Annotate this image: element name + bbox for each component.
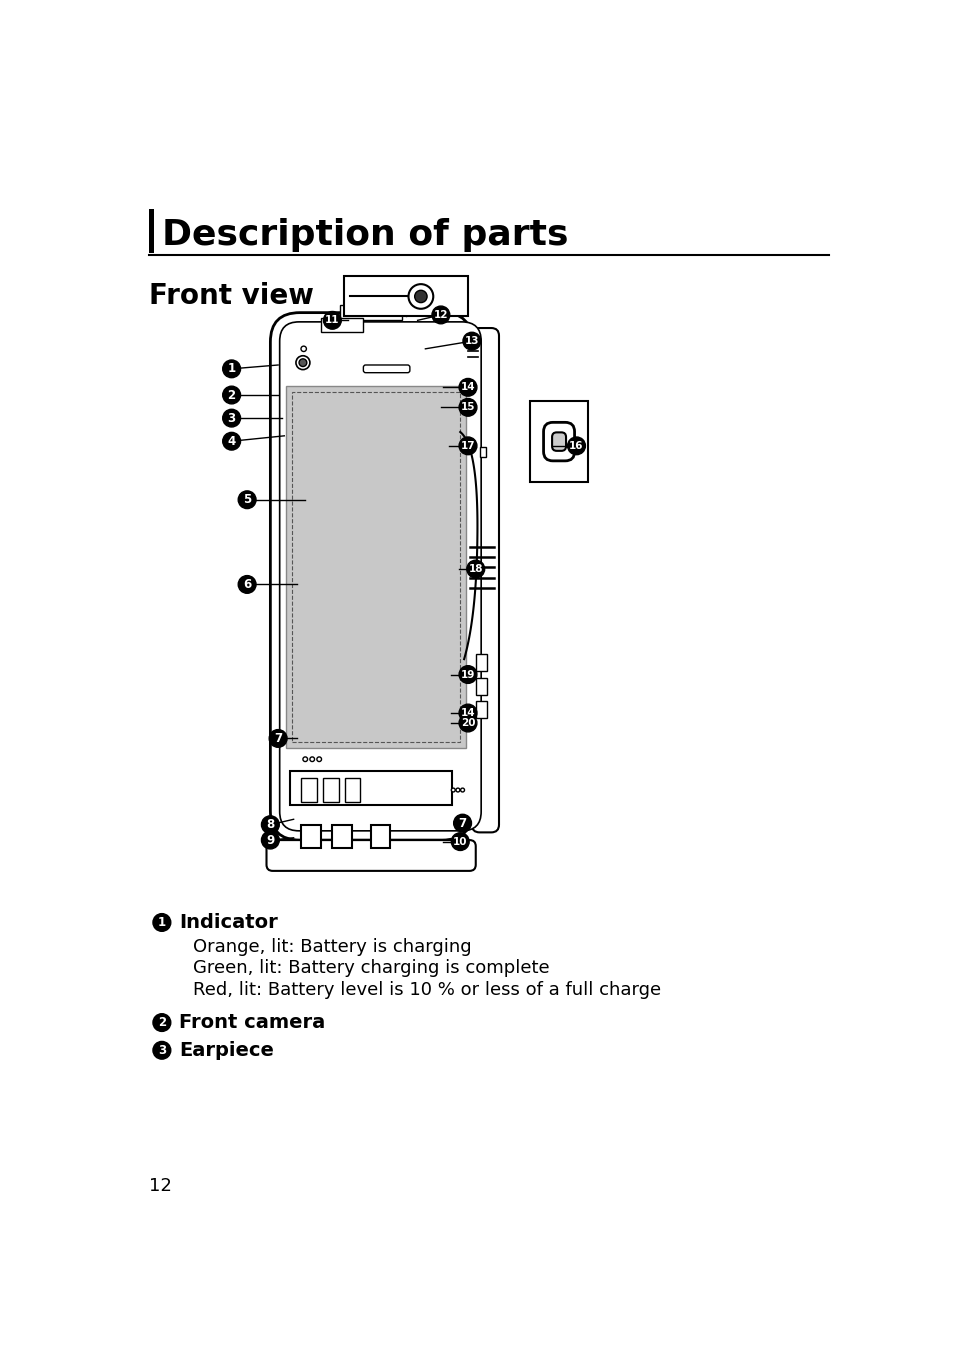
Circle shape	[458, 666, 476, 684]
Circle shape	[415, 290, 427, 303]
Circle shape	[238, 492, 255, 509]
FancyBboxPatch shape	[363, 366, 410, 372]
FancyBboxPatch shape	[266, 839, 476, 871]
Bar	[371, 825, 390, 848]
Text: 18: 18	[468, 565, 482, 574]
Circle shape	[456, 788, 459, 792]
Text: Orange, lit: Battery is charging: Orange, lit: Battery is charging	[193, 938, 471, 956]
Text: Green, lit: Battery charging is complete: Green, lit: Battery charging is complete	[193, 960, 549, 978]
Text: 11: 11	[325, 315, 339, 325]
Bar	[479, 447, 485, 456]
Circle shape	[269, 730, 287, 747]
Text: Earpiece: Earpiece	[179, 1041, 274, 1060]
Bar	[476, 701, 486, 719]
Text: 3: 3	[157, 1044, 166, 1056]
Circle shape	[458, 437, 476, 455]
Circle shape	[462, 332, 480, 349]
Bar	[286, 386, 466, 747]
Circle shape	[222, 409, 240, 427]
Circle shape	[222, 432, 240, 450]
Text: 16: 16	[569, 441, 583, 451]
Text: 8: 8	[266, 818, 274, 831]
Circle shape	[451, 833, 469, 850]
Bar	[476, 678, 486, 696]
FancyBboxPatch shape	[279, 322, 480, 831]
Text: Red, lit: Battery level is 10 % or less of a full charge: Red, lit: Battery level is 10 % or less …	[193, 982, 660, 999]
Circle shape	[295, 356, 310, 370]
FancyBboxPatch shape	[472, 328, 498, 833]
Circle shape	[567, 437, 585, 455]
Circle shape	[152, 1014, 171, 1032]
Circle shape	[316, 757, 321, 761]
Circle shape	[152, 914, 171, 932]
Text: 14: 14	[460, 382, 475, 393]
Text: 19: 19	[460, 669, 475, 680]
Text: 5: 5	[243, 493, 251, 506]
Text: 14: 14	[460, 708, 475, 718]
FancyBboxPatch shape	[552, 432, 565, 451]
Bar	[530, 401, 587, 482]
Text: 10: 10	[453, 837, 467, 846]
Bar	[301, 779, 316, 802]
Circle shape	[408, 284, 433, 309]
Text: 12: 12	[434, 310, 448, 320]
Text: 20: 20	[460, 718, 475, 728]
Text: 2: 2	[228, 389, 235, 402]
Circle shape	[466, 561, 484, 578]
Text: Front camera: Front camera	[179, 1013, 325, 1032]
Bar	[344, 779, 360, 802]
FancyBboxPatch shape	[543, 422, 574, 460]
Bar	[301, 825, 320, 848]
Text: 4: 4	[227, 435, 235, 448]
Bar	[323, 779, 338, 802]
Circle shape	[310, 757, 314, 761]
Circle shape	[222, 360, 240, 378]
Text: 3: 3	[228, 412, 235, 425]
Text: 2: 2	[157, 1016, 166, 1029]
Circle shape	[451, 788, 455, 792]
Circle shape	[458, 704, 476, 722]
Text: 1: 1	[228, 363, 235, 375]
Text: 7: 7	[458, 816, 466, 830]
Circle shape	[460, 788, 464, 792]
Bar	[320, 318, 363, 332]
Circle shape	[303, 757, 307, 761]
Circle shape	[301, 347, 306, 352]
Text: 12: 12	[149, 1178, 172, 1196]
Circle shape	[458, 379, 476, 397]
Text: 13: 13	[464, 336, 478, 347]
Circle shape	[222, 386, 240, 403]
Bar	[340, 305, 402, 321]
Circle shape	[152, 1041, 171, 1059]
Text: 9: 9	[266, 834, 274, 846]
Circle shape	[238, 575, 255, 593]
Bar	[292, 391, 459, 742]
Text: 6: 6	[243, 578, 251, 590]
Text: 17: 17	[460, 441, 475, 451]
Bar	[476, 654, 486, 670]
Circle shape	[261, 816, 279, 834]
Circle shape	[454, 814, 471, 831]
Bar	[290, 770, 452, 806]
Text: 15: 15	[460, 402, 475, 413]
Circle shape	[458, 398, 476, 416]
Bar	[332, 825, 352, 848]
Circle shape	[298, 359, 307, 367]
FancyBboxPatch shape	[270, 313, 472, 839]
Bar	[344, 276, 468, 317]
Text: Front view: Front view	[149, 282, 314, 310]
Circle shape	[323, 311, 341, 329]
Text: Description of parts: Description of parts	[162, 218, 568, 252]
Text: 1: 1	[157, 915, 166, 929]
Circle shape	[458, 714, 476, 733]
Text: Indicator: Indicator	[179, 913, 277, 933]
Bar	[149, 209, 154, 253]
Circle shape	[432, 306, 449, 324]
Circle shape	[261, 831, 279, 849]
Text: 7: 7	[274, 733, 282, 745]
